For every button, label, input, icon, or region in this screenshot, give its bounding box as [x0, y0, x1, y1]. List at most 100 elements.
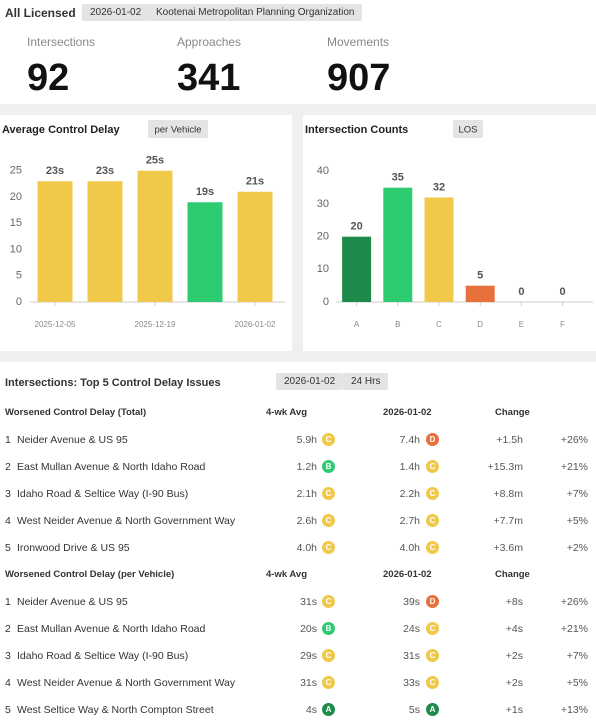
summary-panel: All Licensed 2026-01-02 Kootenai Metropo… — [0, 0, 596, 104]
title: All Licensed — [5, 6, 76, 20]
x-tick-label: F — [560, 320, 565, 329]
current-value: 5s — [408, 704, 420, 716]
intersection-name[interactable]: Idaho Road & Seltice Way (I-90 Bus) — [17, 488, 189, 500]
button-label[interactable]: per Vehicle — [154, 125, 201, 136]
y-tick-label: 10 — [317, 263, 329, 275]
change-pct: +26% — [560, 434, 588, 446]
bar — [237, 191, 273, 302]
grade-badge: C — [426, 460, 439, 473]
current-value: 2.7h — [399, 515, 420, 527]
change-pct: +5% — [566, 515, 588, 527]
current-value: 1.4h — [399, 461, 420, 473]
column-header: Change — [495, 407, 530, 418]
current-value: 24s — [403, 623, 420, 635]
grade-badge: C — [426, 676, 439, 689]
value-label: 0 — [560, 286, 566, 298]
x-tick-label: 2025-12-05 — [35, 320, 76, 329]
avg-value: 1.2h — [296, 461, 317, 473]
intersection-name[interactable]: Ironwood Drive & US 95 — [17, 542, 130, 554]
change-value: +1.5h — [496, 434, 523, 446]
change-value: +2s — [505, 650, 523, 662]
intersection-name[interactable]: East Mullan Avenue & North Idaho Road — [17, 461, 206, 473]
grade-badge: C — [426, 622, 439, 635]
y-tick-label: 0 — [323, 296, 329, 308]
bar — [424, 197, 454, 302]
rank: 1 — [5, 434, 11, 446]
avg-value: 31s — [300, 596, 317, 608]
avg-value: 4.0h — [296, 542, 317, 554]
avg-value: 31s — [300, 677, 317, 689]
x-tick-label: D — [477, 320, 483, 329]
chart-title: Intersection Counts — [305, 124, 408, 136]
intersection-name[interactable]: Idaho Road & Seltice Way (I-90 Bus) — [17, 650, 189, 662]
change-pct: +2% — [566, 542, 588, 554]
org-pill[interactable]: Kootenai Metropolitan Planning Organizat… — [148, 4, 363, 21]
kpi-value: 341 — [177, 57, 241, 99]
y-tick-label: 5 — [16, 270, 22, 282]
change-value: +4s — [505, 623, 523, 635]
change-pct: +21% — [560, 461, 588, 473]
change-pct: +7% — [566, 488, 588, 500]
grade-badge: C — [322, 433, 335, 446]
intersection-name[interactable]: Neider Avenue & US 95 — [17, 596, 128, 608]
y-tick-label: 30 — [317, 198, 329, 210]
value-label: 23s — [46, 165, 64, 177]
current-value: 39s — [403, 596, 420, 608]
x-tick-label: 2026-01-02 — [235, 320, 276, 329]
current-value: 33s — [403, 677, 420, 689]
rank: 5 — [5, 542, 11, 554]
table-panel: Intersections: Top 5 Control Delay Issue… — [0, 362, 596, 721]
x-tick-label: C — [436, 320, 442, 329]
x-tick-label: E — [519, 320, 524, 329]
rank: 4 — [5, 677, 11, 689]
grade-badge: C — [322, 595, 335, 608]
bar — [87, 181, 123, 302]
grade-badge: B — [322, 460, 335, 473]
y-tick-label: 25 — [10, 165, 22, 177]
current-value: 4.0h — [399, 542, 420, 554]
change-pct: +13% — [560, 704, 588, 716]
column-header: Change — [495, 569, 530, 580]
date-pill[interactable]: 2026-01-02 — [276, 373, 344, 390]
button — [453, 120, 483, 138]
avg-value: 2.6h — [296, 515, 317, 527]
value-label: 35 — [392, 172, 404, 184]
grade-badge: C — [322, 541, 335, 554]
button-label[interactable]: LOS — [458, 125, 477, 136]
grade-badge: C — [426, 649, 439, 662]
group-header: Worsened Control Delay (per Vehicle) — [5, 569, 175, 580]
change-value: +1s — [505, 704, 523, 716]
current-value: 7.4h — [399, 434, 420, 446]
rank: 4 — [5, 515, 11, 527]
value-label: 5 — [477, 270, 483, 282]
intersection-name[interactable]: West Seltice Way & North Compton Street — [17, 704, 214, 716]
bar — [383, 187, 413, 302]
grade-badge: C — [322, 514, 335, 527]
change-pct: +5% — [566, 677, 588, 689]
bar — [37, 181, 73, 302]
change-value: +3.6m — [493, 542, 523, 554]
intersection-name[interactable]: West Neider Avenue & North Government Wa… — [17, 677, 236, 689]
rank: 3 — [5, 650, 11, 662]
rank: 2 — [5, 461, 11, 473]
chart-title: Average Control Delay — [2, 124, 120, 136]
intersection-name[interactable]: East Mullan Avenue & North Idaho Road — [17, 623, 206, 635]
date-pill[interactable]: 2026-01-02 — [82, 4, 150, 21]
intersection-name[interactable]: Neider Avenue & US 95 — [17, 434, 128, 446]
avg-value: 20s — [300, 623, 317, 635]
kpi-label: Approaches — [177, 35, 242, 49]
value-label: 21s — [246, 176, 264, 188]
period-pill[interactable]: 24 Hrs — [343, 373, 389, 390]
group-header: Worsened Control Delay (Total) — [5, 407, 147, 418]
intersection-name[interactable]: West Neider Avenue & North Government Wa… — [17, 515, 236, 527]
change-value: +7.7m — [493, 515, 523, 527]
column-header: 4-wk Avg — [266, 569, 308, 580]
change-value: +2s — [505, 677, 523, 689]
grade-badge: D — [426, 595, 439, 608]
change-pct: +26% — [560, 596, 588, 608]
grade-badge: C — [426, 514, 439, 527]
current-value: 2.2h — [399, 488, 420, 500]
chart: Average Control Delay per Vehicle 0 5 10 15 20… — [2, 120, 285, 329]
y-tick-label: 10 — [10, 243, 22, 255]
